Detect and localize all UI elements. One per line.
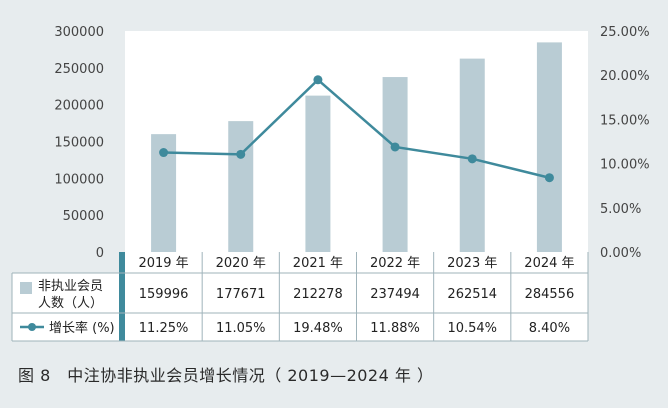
rate-value-label: 8.40% bbox=[529, 321, 570, 336]
bar bbox=[305, 95, 331, 252]
combo-chart: 0 50000 100000 150000 200000 250000 300000 0.00… bbox=[11, 25, 650, 342]
growth-rate-point bbox=[236, 149, 246, 159]
growth-rate-point bbox=[467, 154, 477, 164]
growth-rate-line bbox=[163, 78, 550, 179]
y-left-tick-label: 100000 bbox=[54, 172, 104, 187]
growth-rate-point bbox=[544, 173, 554, 183]
growth-rate-point bbox=[313, 75, 323, 85]
rate-value-label: 11.05% bbox=[216, 321, 266, 336]
y-right-tick-label: 25.00% bbox=[600, 25, 650, 40]
y-right-tick-label: 5.00% bbox=[600, 202, 641, 217]
plot-area bbox=[125, 31, 588, 252]
bar-value-label: 284556 bbox=[525, 287, 575, 302]
bar bbox=[536, 42, 562, 253]
category-label: 2021 年 bbox=[293, 256, 343, 271]
y-right-tick-label: 20.00% bbox=[600, 69, 650, 84]
category-label: 2024 年 bbox=[524, 256, 574, 271]
bar-legend-label: 非执业会员 bbox=[38, 279, 103, 294]
line-legend-label: 增长率 (%) bbox=[49, 320, 115, 336]
line-legend-marker bbox=[28, 323, 36, 331]
y-right-tick-label: 10.00% bbox=[600, 158, 650, 173]
category-label: 2022 年 bbox=[370, 256, 420, 271]
bar bbox=[228, 121, 254, 253]
figure-caption: 图 8 中注协非执业会员增长情况（ 2019—2024 年 ） bbox=[18, 366, 434, 385]
bar-value-label: 177671 bbox=[216, 287, 266, 302]
rate-value-label: 11.88% bbox=[370, 321, 420, 336]
y-left-tick-label: 50000 bbox=[63, 209, 104, 224]
bar-value-label: 212278 bbox=[293, 287, 343, 302]
y-left-tick-label: 0 bbox=[96, 246, 104, 261]
y-left-tick-label: 200000 bbox=[54, 99, 104, 114]
growth-rate-point bbox=[159, 148, 169, 158]
bar-legend-swatch bbox=[20, 282, 32, 294]
rate-value-label: 19.48% bbox=[293, 321, 343, 336]
bar-value-label: 159996 bbox=[139, 287, 189, 302]
category-label: 2019 年 bbox=[138, 256, 188, 271]
y-left-tick-label: 300000 bbox=[54, 25, 104, 40]
rate-value-label: 10.54% bbox=[447, 321, 497, 336]
category-label: 2020 年 bbox=[216, 256, 266, 271]
growth-rate-point bbox=[390, 142, 400, 152]
y-left-tick-label: 250000 bbox=[54, 62, 104, 77]
category-label: 2023 年 bbox=[447, 256, 497, 271]
rate-value-label: 11.25% bbox=[139, 321, 189, 336]
y-right-tick-label: 0.00% bbox=[600, 246, 641, 261]
bar-value-label: 237494 bbox=[370, 287, 420, 302]
y-left-tick-label: 150000 bbox=[54, 136, 104, 151]
bar-value-label: 262514 bbox=[447, 287, 497, 302]
bar bbox=[382, 77, 408, 253]
table-accent-bar bbox=[119, 252, 125, 341]
y-right-tick-label: 15.00% bbox=[600, 113, 650, 128]
bar-legend-label: 人数（人） bbox=[38, 296, 103, 311]
